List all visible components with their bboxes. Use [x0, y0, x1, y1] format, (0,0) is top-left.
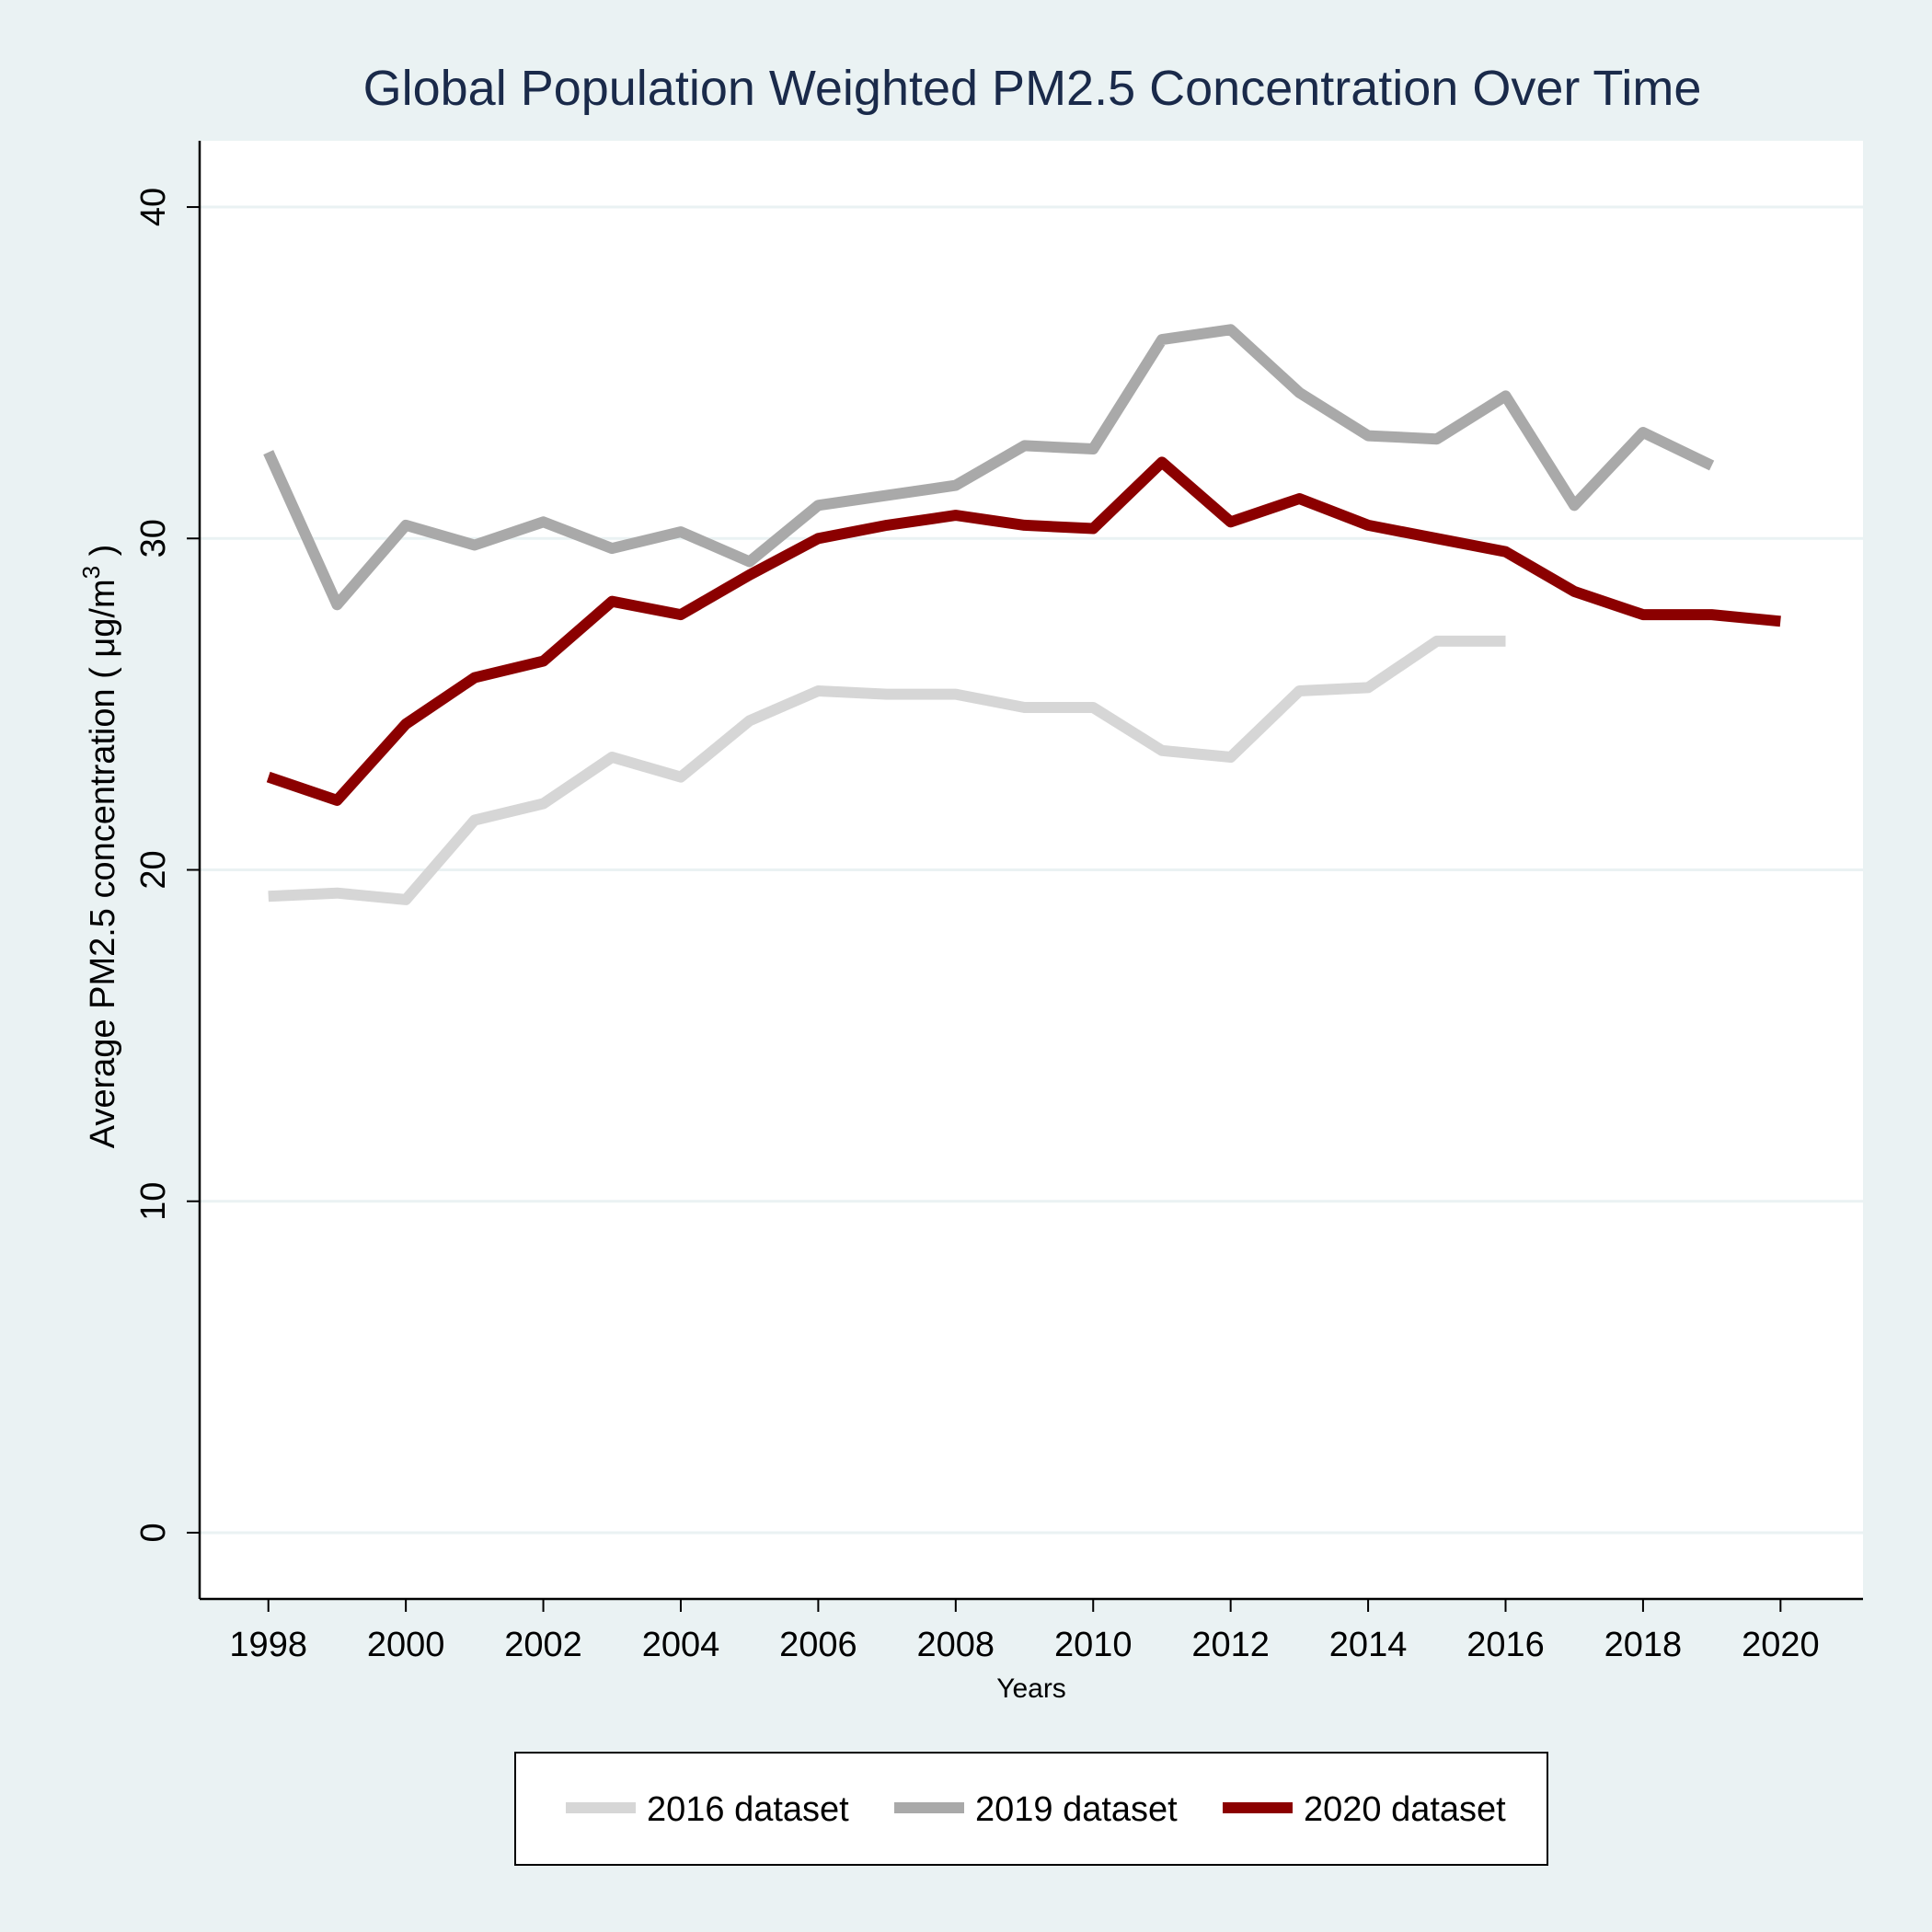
x-tick-label: 2006: [779, 1626, 857, 1664]
chart-title: Global Population Weighted PM2.5 Concent…: [363, 61, 1702, 116]
x-tick-label: 2008: [917, 1626, 995, 1664]
y-axis-label: Average PM2.5 concentration ( μg/m3 ): [77, 545, 122, 1149]
y-axis-label-suffix: ): [84, 545, 122, 566]
legend: 2016 dataset 2019 dataset 2020 dataset: [514, 1752, 1548, 1866]
x-tick-label: 2014: [1329, 1626, 1408, 1664]
series-lines: [263, 324, 1781, 905]
x-tick-label: 2002: [504, 1626, 582, 1664]
x-tick-label: 2018: [1604, 1626, 1683, 1664]
x-tick-label: 2012: [1191, 1626, 1270, 1664]
legend-label: 2019 dataset: [975, 1790, 1178, 1829]
series-line-2019-dataset: [263, 324, 1715, 611]
legend-entries: 2016 dataset 2019 dataset 2020 dataset: [566, 1790, 1506, 1829]
x-tick-label: 2010: [1054, 1626, 1133, 1664]
x-tick-label: 2016: [1466, 1626, 1545, 1664]
y-tick-label: 30: [134, 519, 173, 558]
series-line-2020-dataset: [266, 456, 1781, 806]
y-tick-label: 10: [134, 1182, 173, 1221]
x-axis-label: Years: [996, 1673, 1066, 1704]
grid-lines: [200, 205, 1863, 1535]
y-axis-label-main: Average PM2.5 concentration ( μg/m: [84, 579, 122, 1148]
x-tick-label: 2000: [367, 1626, 445, 1664]
y-axis-label-superscript: 3: [77, 566, 105, 579]
legend-label: 2016 dataset: [647, 1790, 849, 1829]
x-tick-label: 2004: [642, 1626, 720, 1664]
x-tick-label: 2020: [1742, 1626, 1820, 1664]
y-tick-labels: 0 10 20 30 40: [134, 188, 173, 1543]
y-tick-label: 40: [134, 188, 173, 226]
y-tick-label: 0: [134, 1523, 173, 1542]
series-line-2016-dataset: [268, 635, 1506, 905]
y-tick-label: 20: [134, 850, 173, 889]
legend-label: 2020 dataset: [1304, 1790, 1506, 1829]
legend-box: [514, 1752, 1548, 1866]
x-tick-labels: 1998 2000 2002 2004 2006 2008 2010 2012 2014 2016…: [229, 1626, 1819, 1664]
axes: [187, 141, 1863, 1612]
x-tick-label: 1998: [229, 1626, 307, 1664]
